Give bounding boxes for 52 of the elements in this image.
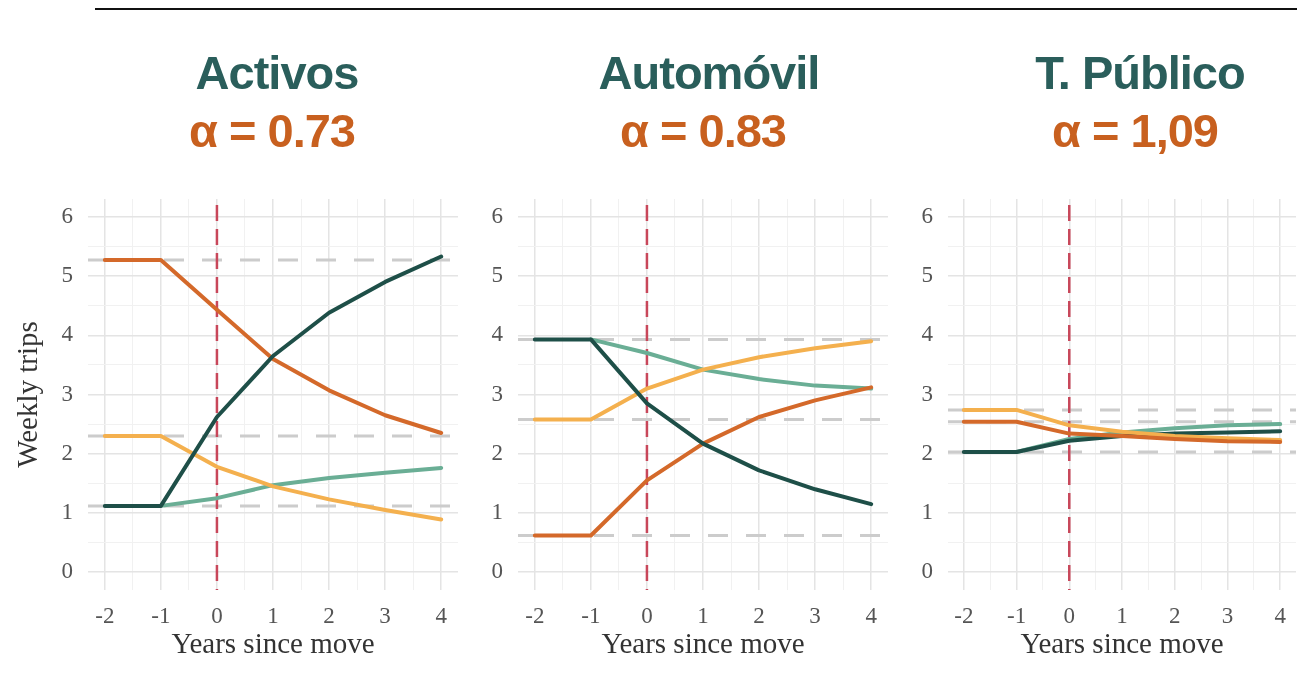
chart-title: Activos xyxy=(195,46,359,99)
y-tick-label: 6 xyxy=(921,202,933,228)
chart-subtitle: α = 1,09 xyxy=(1052,104,1218,157)
x-axis-title: Years since move xyxy=(171,627,375,660)
x-tick-label: -1 xyxy=(151,602,171,628)
y-tick-label: 2 xyxy=(921,439,933,465)
y-tick-label: 4 xyxy=(491,321,504,347)
x-tick-label: 2 xyxy=(1168,602,1181,628)
x-tick-label: 4 xyxy=(865,602,878,628)
x-tick-label: 0 xyxy=(1063,602,1076,628)
y-tick-label: 3 xyxy=(491,380,503,406)
y-tick-label: 6 xyxy=(61,202,73,228)
x-tick-label: -1 xyxy=(581,602,601,628)
x-tick-label: 4 xyxy=(1274,602,1287,628)
x-tick-label: 1 xyxy=(1116,602,1128,628)
x-tick-label: -1 xyxy=(1006,602,1027,628)
y-tick-label: 1 xyxy=(921,499,933,525)
y-tick-label: 2 xyxy=(491,439,503,465)
y-tick-label: 4 xyxy=(61,321,74,347)
chart-subtitle: α = 0.83 xyxy=(620,104,786,157)
y-axis-title: Weekly trips xyxy=(11,321,44,468)
y-tick-label: 0 xyxy=(921,558,933,584)
x-tick-label: 0 xyxy=(211,602,223,628)
x-tick-label: 4 xyxy=(435,602,448,628)
x-tick-label: 0 xyxy=(641,602,653,628)
y-tick-label: 3 xyxy=(61,380,73,406)
x-tick-label: -2 xyxy=(525,602,545,628)
y-tick-label: 0 xyxy=(61,558,73,584)
x-tick-label: 1 xyxy=(697,602,709,628)
x-axis-title: Years since move xyxy=(1020,627,1224,660)
y-tick-label: 1 xyxy=(61,499,73,525)
x-tick-label: 1 xyxy=(267,602,279,628)
x-tick-label: -2 xyxy=(954,602,974,628)
y-tick-label: 4 xyxy=(921,321,934,347)
chart-title: T. Público xyxy=(1035,46,1245,99)
x-tick-label: 3 xyxy=(379,602,391,628)
x-axis-title: Years since move xyxy=(601,627,805,660)
chart-title: Automóvil xyxy=(598,46,820,99)
x-tick-label: 2 xyxy=(753,602,765,628)
y-tick-label: 2 xyxy=(61,439,73,465)
x-tick-label: 2 xyxy=(323,602,335,628)
y-tick-label: 6 xyxy=(491,202,503,228)
y-tick-label: 3 xyxy=(921,380,933,406)
x-tick-label: -2 xyxy=(95,602,115,628)
y-tick-label: 1 xyxy=(491,499,503,525)
y-tick-label: 5 xyxy=(61,262,73,288)
chart-subtitle: α = 0.73 xyxy=(189,104,355,157)
y-tick-label: 5 xyxy=(921,262,933,288)
y-tick-label: 5 xyxy=(491,262,503,288)
x-tick-label: 3 xyxy=(809,602,821,628)
y-tick-label: 0 xyxy=(491,558,503,584)
x-tick-label: 3 xyxy=(1221,602,1234,628)
